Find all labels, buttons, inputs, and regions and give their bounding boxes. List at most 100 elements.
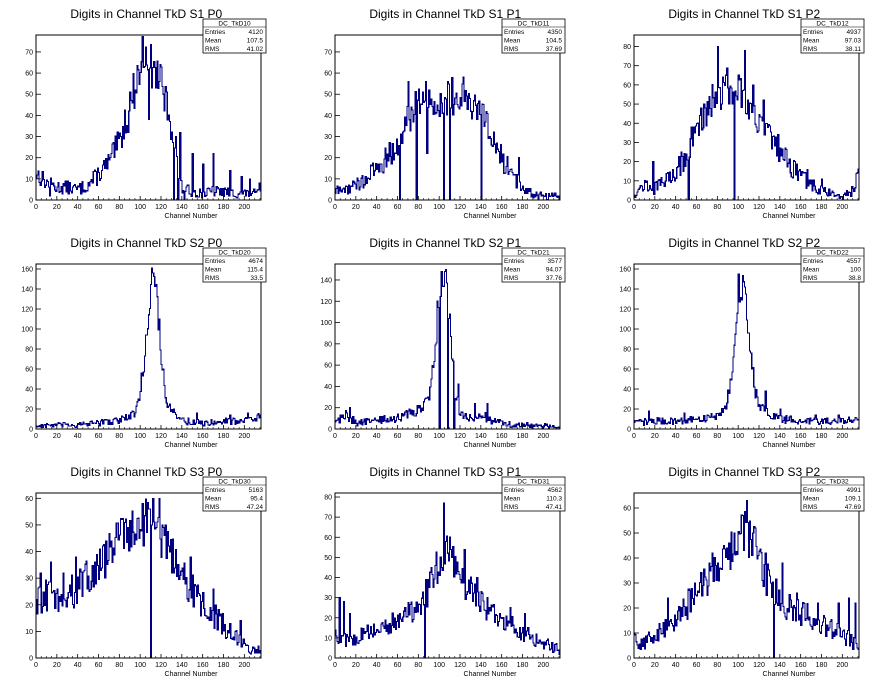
y-tick-label: 70: [324, 515, 332, 522]
y-tick-label: 0: [627, 656, 631, 663]
stats-label: RMS: [205, 275, 220, 282]
y-tick-label: 10: [324, 176, 332, 183]
stats-value: 38.8: [848, 275, 861, 282]
y-tick-label: 70: [25, 49, 33, 56]
stats-name: DC_TkD10: [218, 21, 251, 28]
stats-label: Entries: [205, 258, 226, 265]
histogram-line: [334, 76, 561, 201]
y-tick-label: 30: [324, 134, 332, 141]
chart-title: Digits in Channel TkD S3 P1: [369, 465, 521, 479]
x-tick-label: 160: [197, 433, 209, 440]
stats-value: 41.02: [247, 46, 264, 53]
x-axis-label: Channel Number: [464, 442, 518, 449]
y-tick-label: 20: [623, 606, 631, 613]
y-tick-label: 0: [627, 427, 631, 434]
x-tick-label: 100: [433, 662, 445, 669]
stats-value: 38.11: [845, 46, 861, 53]
stats-value: 94.07: [546, 267, 563, 274]
chart-title: Digits in Channel TkD S1 P2: [668, 7, 820, 21]
y-tick-label: 120: [21, 307, 33, 314]
y-tick-label: 100: [320, 320, 332, 327]
x-tick-label: 160: [197, 662, 209, 669]
x-tick-label: 20: [352, 204, 360, 211]
y-tick-label: 80: [25, 347, 33, 354]
x-tick-label: 80: [713, 662, 721, 669]
x-tick-label: 40: [74, 204, 82, 211]
y-tick-label: 40: [623, 121, 631, 128]
x-axis-label: Channel Number: [165, 442, 219, 449]
y-tick-label: 60: [25, 367, 33, 374]
stats-name: DC_TkD20: [218, 250, 251, 257]
x-tick-label: 200: [537, 662, 549, 669]
stats-value: 107.5: [247, 38, 264, 45]
x-tick-label: 0: [333, 662, 337, 669]
chart-title: Digits in Channel TkD S1 P0: [70, 7, 222, 21]
y-tick-label: 50: [623, 102, 631, 109]
stats-label: RMS: [504, 504, 519, 511]
histogram-line: [633, 45, 860, 201]
x-tick-label: 100: [732, 433, 744, 440]
stats-label: RMS: [803, 275, 818, 282]
stats-value: 95.4: [250, 496, 263, 503]
stats-box: [501, 18, 566, 54]
stats-label: Mean: [803, 38, 820, 45]
x-tick-label: 160: [496, 662, 508, 669]
y-tick-label: 0: [29, 427, 33, 434]
x-tick-label: 180: [218, 433, 230, 440]
y-tick-label: 40: [623, 387, 631, 394]
x-tick-label: 140: [475, 662, 487, 669]
y-tick-label: 10: [623, 631, 631, 638]
stats-box: [800, 476, 865, 512]
histogram-line: [633, 499, 860, 659]
x-tick-label: 40: [373, 433, 381, 440]
x-tick-label: 100: [732, 204, 744, 211]
y-tick-label: 140: [21, 287, 33, 294]
y-tick-label: 20: [324, 155, 332, 162]
chart-title: Digits in Channel TkD S2 P1: [369, 236, 521, 250]
stats-name: DC_TkD31: [517, 479, 550, 486]
histogram-panel-8: Digits in Channel TkD S3 P20 20 40 60 80 100 1…: [623, 465, 865, 678]
chart-title: Digits in Channel TkD S3 P0: [70, 465, 222, 479]
stats-label: RMS: [803, 504, 818, 511]
histogram-panel-0: Digits in Channel TkD S1 P00 20 40 60 80 100 1…: [25, 7, 267, 220]
x-tick-label: 140: [774, 662, 786, 669]
y-tick-label: 30: [324, 595, 332, 602]
y-tick-label: 0: [328, 198, 332, 205]
x-tick-label: 120: [454, 204, 466, 211]
x-tick-label: 40: [672, 433, 680, 440]
x-tick-label: 60: [394, 204, 402, 211]
x-tick-label: 0: [333, 204, 337, 211]
x-tick-label: 60: [394, 433, 402, 440]
y-tick-label: 60: [324, 71, 332, 78]
y-tick-label: 80: [623, 347, 631, 354]
x-axis-label: Channel Number: [165, 671, 219, 678]
y-tick-label: 0: [29, 656, 33, 663]
histogram-line: [35, 497, 262, 659]
y-tick-label: 60: [623, 506, 631, 513]
x-tick-label: 160: [795, 204, 807, 211]
x-tick-label: 140: [774, 204, 786, 211]
x-tick-label: 120: [155, 204, 167, 211]
stats-label: Mean: [504, 38, 521, 45]
y-tick-label: 50: [623, 531, 631, 538]
x-tick-label: 160: [795, 433, 807, 440]
x-tick-label: 0: [632, 204, 636, 211]
stats-value: 4991: [847, 487, 862, 494]
chart-title: Digits in Channel TkD S2 P0: [70, 236, 222, 250]
stats-value: 4674: [249, 258, 264, 265]
x-tick-label: 80: [115, 204, 123, 211]
x-tick-label: 140: [176, 662, 188, 669]
y-tick-label: 10: [25, 629, 33, 636]
plot-frame: [334, 34, 561, 201]
x-tick-label: 100: [134, 204, 146, 211]
stats-name: DC_TkD21: [517, 250, 550, 257]
x-tick-label: 200: [836, 204, 848, 211]
x-tick-label: 180: [816, 662, 828, 669]
y-tick-label: 160: [619, 267, 631, 274]
plot-frame: [334, 492, 561, 659]
x-tick-label: 200: [238, 433, 250, 440]
x-tick-label: 120: [454, 662, 466, 669]
x-tick-label: 120: [454, 433, 466, 440]
stats-label: Mean: [205, 496, 222, 503]
x-tick-label: 40: [373, 204, 381, 211]
